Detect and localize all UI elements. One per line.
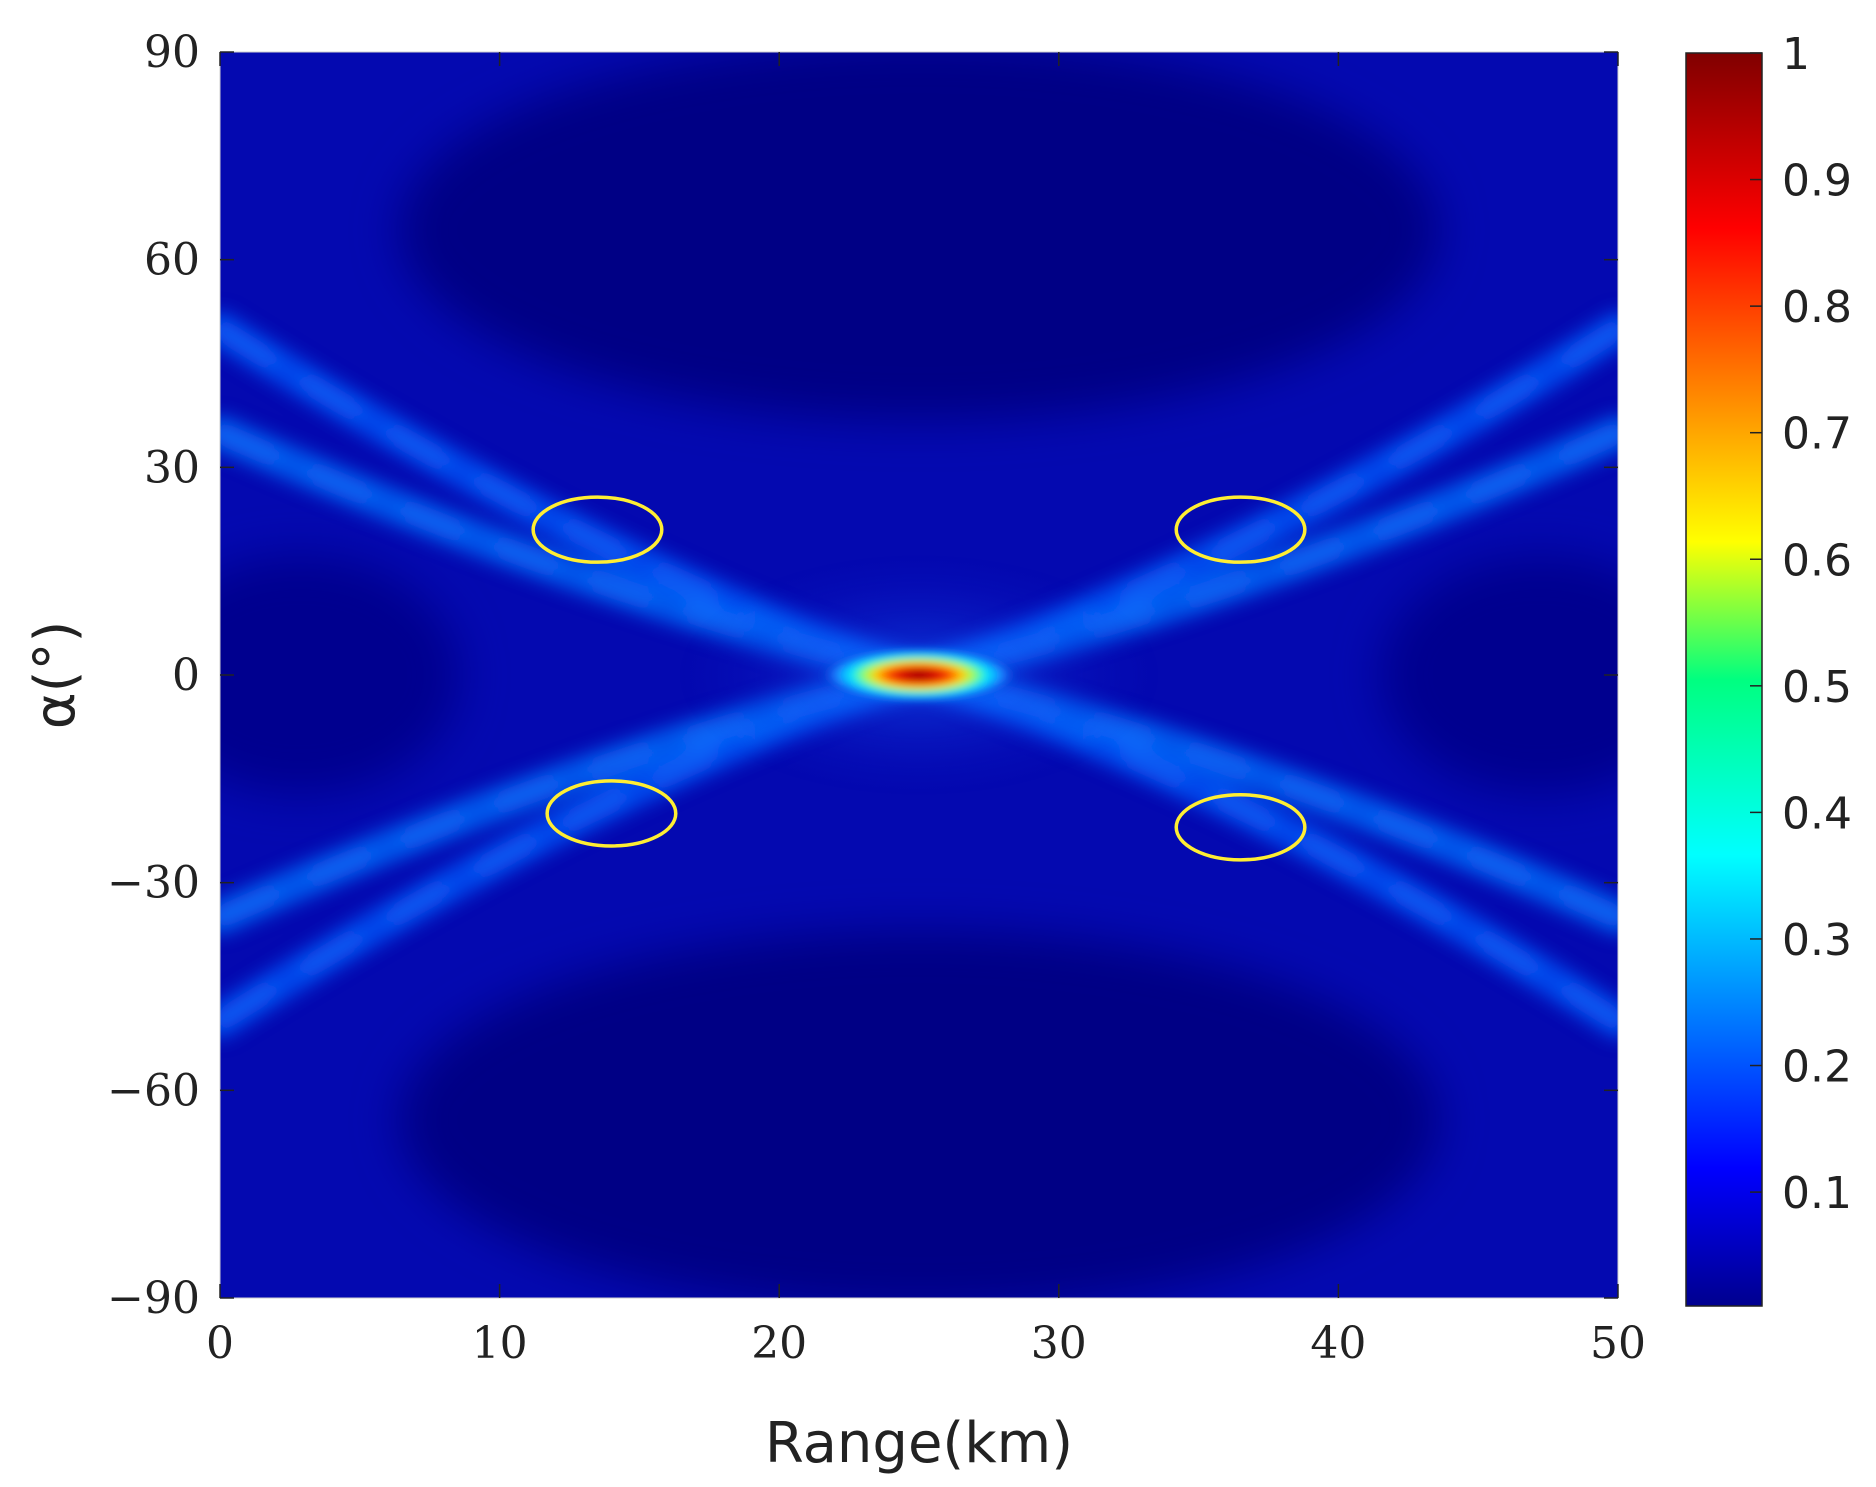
colorbar-tick-label: 0.5: [1782, 662, 1852, 713]
y-tick-label: 0: [172, 650, 200, 701]
sidelobe-band-core: [220, 669, 925, 1028]
heatmap-dark-region-left: [220, 555, 460, 795]
annotation-ellipse: [1174, 495, 1307, 564]
colorbar-tick-label: 0.2: [1782, 1042, 1852, 1093]
y-tick-label: −30: [107, 858, 200, 909]
y-tick-label: 60: [144, 235, 200, 286]
sidelobe-band-core: [913, 322, 1618, 681]
colorbar-tick-label: 0.3: [1782, 915, 1852, 966]
x-tick-label: 0: [206, 1318, 234, 1369]
annotation-ellipse: [545, 779, 678, 848]
x-tick-label: 30: [1031, 1318, 1087, 1369]
y-tick-label: −90: [107, 1273, 200, 1324]
heatmap-plot-area: [220, 52, 1618, 1298]
x-tick-label: 10: [472, 1318, 528, 1369]
heatmap-dark-region-top: [399, 52, 1439, 420]
sidelobe-band-core: [913, 669, 1618, 1028]
main-peak: [819, 647, 1019, 703]
colorbar-tick-label: 0.1: [1782, 1168, 1852, 1219]
colorbar-tick-label: 0.7: [1782, 409, 1852, 460]
x-tick-label: 40: [1310, 1318, 1366, 1369]
x-axis-title: Range(km): [765, 1411, 1073, 1476]
x-axis-ticks: 0 10 20 30 40 50: [206, 52, 1646, 1369]
colorbar-ticks: 1 0.9 0.8 0.7 0.6 0.5 0.4 0.3 0.2 0.1: [1750, 29, 1852, 1219]
x-tick-label: 20: [751, 1318, 807, 1369]
colorbar-tick-label: 0.4: [1782, 788, 1852, 839]
colorbar-tick-label: 0.8: [1782, 282, 1852, 333]
heatmap-dark-region-right: [1380, 555, 1618, 795]
colorbar-tick-label: 0.9: [1782, 156, 1852, 207]
x-tick-label: 50: [1590, 1318, 1646, 1369]
annotation-ellipse: [531, 495, 664, 564]
sidelobe-band-core: [220, 322, 925, 681]
y-tick-label: −60: [107, 1065, 200, 1116]
colorbar-tick-label: 0.6: [1782, 535, 1852, 586]
heatmap-dark-region-bottom: [399, 930, 1439, 1298]
colorbar-gradient: [1685, 52, 1763, 1307]
y-axis-ticks: 90 60 30 0 −30 −60 −90: [107, 27, 1618, 1324]
annotation-ellipses: [531, 495, 1307, 862]
colorbar: 1 0.9 0.8 0.7 0.6 0.5 0.4 0.3 0.2 0.1: [1685, 29, 1852, 1307]
y-axis-title: α(°): [23, 621, 88, 730]
annotation-ellipse: [1174, 793, 1307, 862]
y-tick-label: 90: [144, 27, 200, 78]
y-tick-label: 30: [144, 442, 200, 493]
colorbar-tick-label: 1: [1782, 29, 1810, 80]
